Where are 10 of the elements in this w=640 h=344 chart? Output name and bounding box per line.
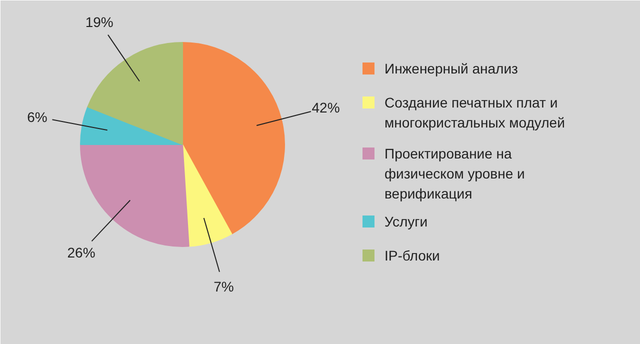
data-label: 42% [312, 100, 340, 116]
data-label: 7% [214, 278, 234, 295]
legend-label: Услуги [384, 214, 428, 230]
data-label: 6% [27, 108, 48, 125]
legend-label: Проектирование на физическом уровне и верификация [384, 146, 525, 202]
legend-label: IP-блоки [384, 248, 440, 264]
legend-label: Инженерный анализ [384, 60, 518, 76]
data-label: 26% [67, 244, 96, 260]
data-label: 19% [85, 14, 114, 30]
legend-label: Создание печатных плат и многокристальных модулей [384, 94, 565, 130]
